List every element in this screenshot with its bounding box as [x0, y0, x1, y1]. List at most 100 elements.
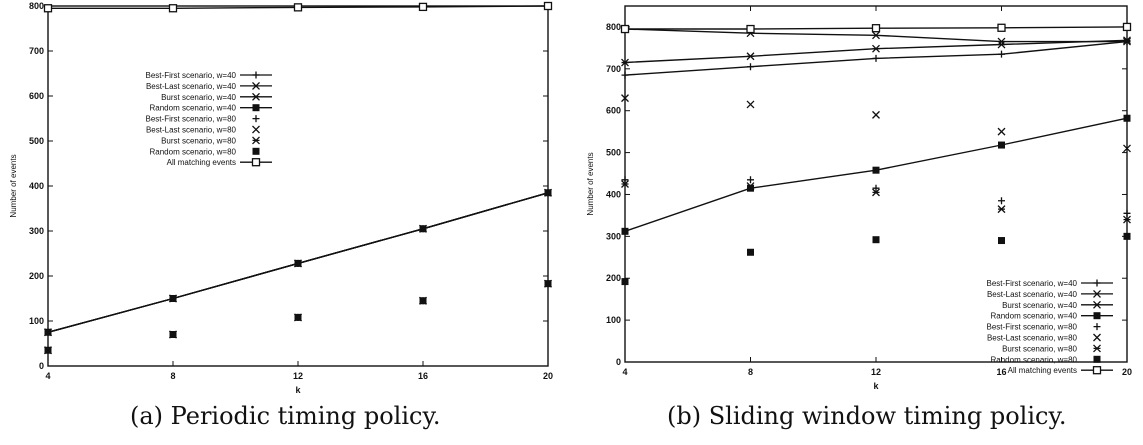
legend-marker: [252, 104, 260, 112]
y-tick-label: 500: [29, 136, 44, 146]
legend-label: Best-Last scenario, w=80: [146, 126, 237, 135]
legend-label: Burst scenario, w=80: [1002, 344, 1077, 353]
legend-label: All matching events: [167, 158, 236, 167]
series-all-matching-events: [620, 22, 1132, 34]
data-point: [998, 50, 1005, 58]
series-best-first-scenario-w-80: [621, 176, 1131, 217]
x-tick-label: 8: [748, 367, 753, 377]
data-point: [1123, 36, 1131, 45]
data-point: [1123, 144, 1131, 153]
data-point: [746, 52, 755, 61]
y-tick-label: 700: [29, 46, 44, 56]
data-point: [418, 2, 428, 12]
legend-label: Best-Last scenario, w=40: [987, 290, 1078, 299]
data-point: [44, 346, 52, 354]
data-point: [168, 4, 178, 13]
caption-sliding: (b) Sliding window timing policy.: [667, 402, 1067, 430]
y-tick-label: 600: [29, 91, 44, 101]
legend-label: Best-Last scenario, w=40: [146, 82, 237, 91]
data-point: [1123, 37, 1131, 46]
y-tick-label: 200: [606, 273, 621, 283]
legend-label: Best-First scenario, w=80: [146, 115, 237, 124]
series-random-scenario-w-80: [621, 232, 1131, 286]
legend-label: Burst scenario, w=40: [1002, 301, 1077, 310]
data-point: [872, 54, 880, 62]
legend-marker: [1093, 289, 1101, 298]
legend: Best-First scenario, w=40 Best-Last scena…: [987, 279, 1113, 375]
y-tick-label: 600: [606, 106, 621, 116]
legend-label: All matching events: [1008, 366, 1077, 375]
legend-marker: [252, 147, 260, 155]
chart-panel-periodic: 0 100 200 300 400 500 600 700 800 4 8 12 16 20 k Number…: [0, 0, 570, 445]
series-random-scenario-w-40: [44, 189, 552, 336]
x-tick-label: 4: [622, 367, 627, 377]
legend-label: Best-First scenario, w=40: [987, 279, 1078, 288]
x-axis-label: k: [295, 385, 301, 395]
data-point: [419, 225, 427, 233]
series-best-last-scenario-w-80: [621, 94, 1131, 153]
data-point: [621, 278, 629, 286]
x-tick-label: 8: [170, 371, 175, 381]
legend-label: Burst scenario, w=40: [161, 93, 236, 102]
legend-marker: [1093, 355, 1101, 363]
chart-sliding-svg: 0 100 200 300 400 500 600 700 800 4 8 12 16 20 k Number…: [586, 5, 1132, 391]
data-point: [621, 71, 629, 79]
y-tick-label: 800: [606, 22, 621, 32]
data-point: [746, 100, 755, 109]
series-burst-scenario-w-80: [621, 180, 1131, 224]
y-tick-label: 200: [29, 271, 44, 281]
data-point: [294, 313, 302, 321]
series-best-first-scenario-w-40: [621, 38, 1131, 79]
data-point: [998, 197, 1005, 205]
legend-label: Best-First scenario, w=40: [146, 71, 237, 80]
y-tick-label: 0: [616, 357, 621, 367]
x-tick-label: 20: [543, 371, 553, 381]
data-point: [872, 31, 880, 40]
data-point: [169, 295, 177, 302]
y-tick-label: 300: [606, 231, 621, 241]
data-point: [872, 236, 880, 244]
legend-marker: [1093, 333, 1101, 342]
legend-marker: [252, 81, 260, 90]
data-point: [544, 189, 552, 197]
legend-label: Burst scenario, w=80: [161, 136, 236, 145]
data-point: [544, 280, 552, 288]
legend-marker: [251, 158, 261, 167]
y-tick-label: 100: [29, 316, 44, 326]
data-point: [620, 24, 630, 34]
series-line: [624, 117, 1128, 232]
data-point: [747, 184, 754, 192]
data-point: [621, 176, 629, 184]
data-point: [1122, 22, 1132, 32]
chart-periodic-svg: 0 100 200 300 400 500 600 700 800 4 8 12 16 20 k Number…: [9, 1, 553, 395]
legend: Best-First scenario, w=40 Best-Last scena…: [146, 71, 272, 167]
series-burst-scenario-w-40: [621, 36, 1131, 67]
y-tick-label: 400: [606, 189, 621, 199]
y-tick-label: 400: [29, 181, 44, 191]
series-random-scenario-w-80: [44, 280, 552, 354]
x-tick-label: 4: [45, 371, 50, 381]
data-point: [169, 331, 177, 338]
data-point: [997, 205, 1006, 214]
series-all-matching-events: [43, 1, 553, 13]
legend-label: Random scenario, w=40: [991, 312, 1078, 321]
legend-marker: [1093, 300, 1101, 309]
data-point: [997, 40, 1006, 49]
legend-label: Best-First scenario, w=80: [987, 323, 1078, 332]
data-point: [621, 94, 629, 103]
data-point: [746, 182, 755, 191]
legend-label: Random scenario, w=80: [150, 147, 237, 156]
data-point: [43, 4, 53, 13]
chart-panel-sliding: 0 100 200 300 400 500 600 700 800 4 8 12 16 20 k Number…: [572, 0, 1143, 445]
data-point: [293, 3, 303, 12]
data-point: [872, 44, 880, 53]
caption-periodic: (a) Periodic timing policy.: [130, 402, 441, 430]
data-point: [997, 23, 1006, 32]
data-point: [1123, 232, 1131, 240]
data-point: [1123, 215, 1131, 224]
x-tick-label: 12: [293, 371, 303, 381]
legend-label: Random scenario, w=40: [150, 104, 237, 113]
data-point: [872, 184, 880, 192]
y-tick-label: 800: [29, 1, 44, 11]
y-tick-label: 100: [606, 315, 621, 325]
